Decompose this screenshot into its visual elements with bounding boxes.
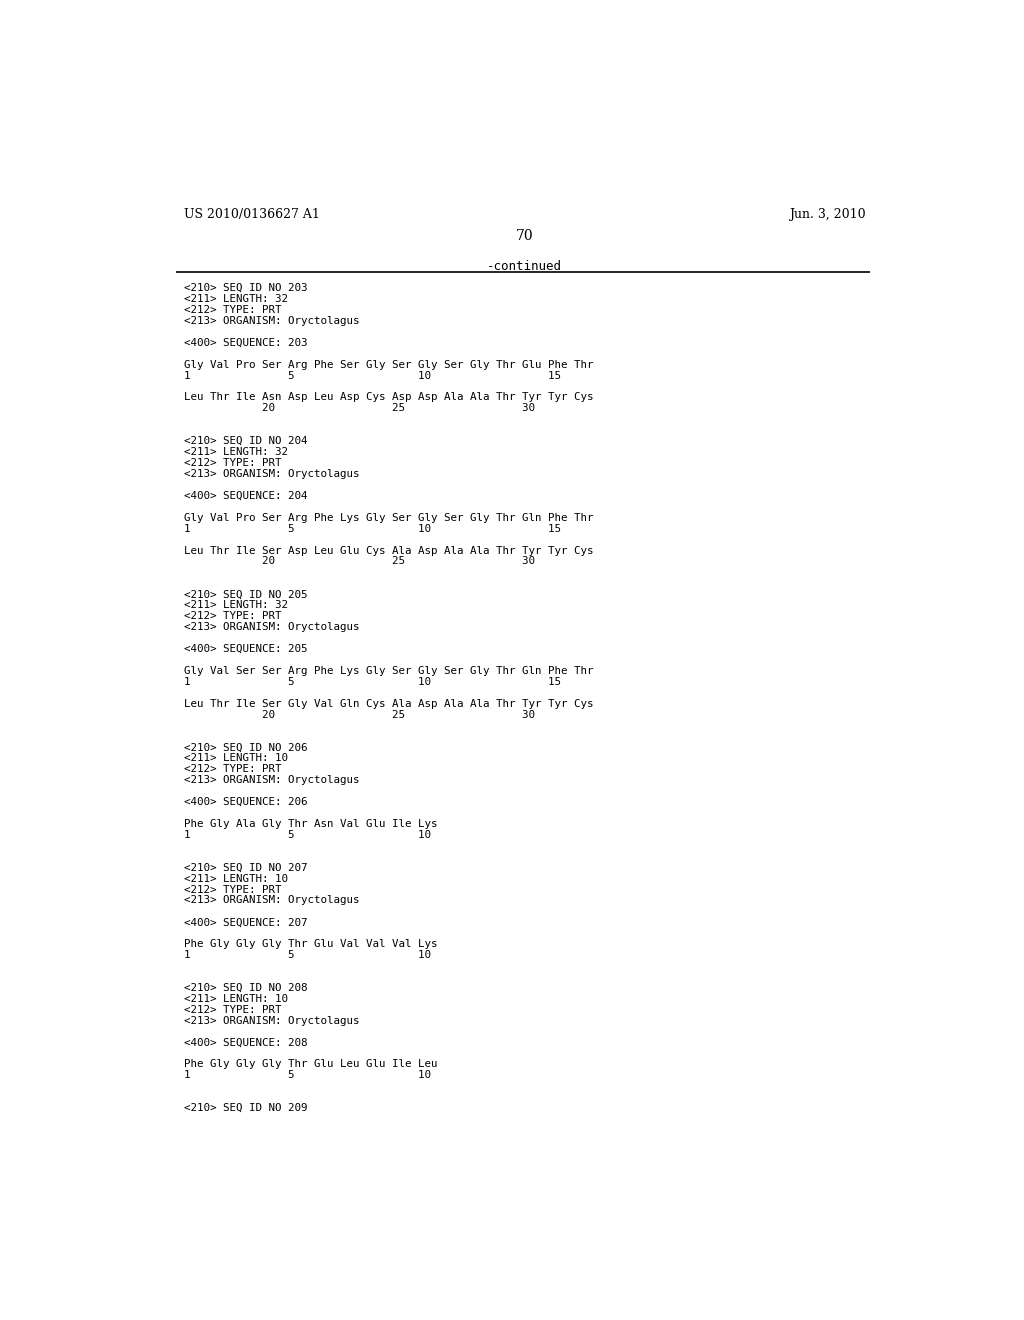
Text: <213> ORGANISM: Oryctolagus: <213> ORGANISM: Oryctolagus	[183, 1015, 359, 1026]
Text: 20                  25                  30: 20 25 30	[183, 710, 535, 719]
Text: <210> SEQ ID NO 207: <210> SEQ ID NO 207	[183, 863, 307, 873]
Text: <212> TYPE: PRT: <212> TYPE: PRT	[183, 458, 282, 469]
Text: Leu Thr Ile Ser Asp Leu Glu Cys Ala Asp Ala Ala Thr Tyr Tyr Cys: Leu Thr Ile Ser Asp Leu Glu Cys Ala Asp …	[183, 545, 593, 556]
Text: <210> SEQ ID NO 204: <210> SEQ ID NO 204	[183, 436, 307, 446]
Text: <213> ORGANISM: Oryctolagus: <213> ORGANISM: Oryctolagus	[183, 895, 359, 906]
Text: Phe Gly Gly Gly Thr Glu Val Val Val Lys: Phe Gly Gly Gly Thr Glu Val Val Val Lys	[183, 940, 437, 949]
Text: Gly Val Ser Ser Arg Phe Lys Gly Ser Gly Ser Gly Thr Gln Phe Thr: Gly Val Ser Ser Arg Phe Lys Gly Ser Gly …	[183, 665, 593, 676]
Text: <210> SEQ ID NO 208: <210> SEQ ID NO 208	[183, 983, 307, 993]
Text: <212> TYPE: PRT: <212> TYPE: PRT	[183, 764, 282, 775]
Text: <400> SEQUENCE: 204: <400> SEQUENCE: 204	[183, 491, 307, 500]
Text: 1               5                   10                  15: 1 5 10 15	[183, 524, 561, 533]
Text: <400> SEQUENCE: 203: <400> SEQUENCE: 203	[183, 338, 307, 347]
Text: Jun. 3, 2010: Jun. 3, 2010	[790, 209, 866, 222]
Text: Phe Gly Gly Gly Thr Glu Leu Glu Ile Leu: Phe Gly Gly Gly Thr Glu Leu Glu Ile Leu	[183, 1060, 437, 1069]
Text: <211> LENGTH: 10: <211> LENGTH: 10	[183, 874, 288, 883]
Text: 20                  25                  30: 20 25 30	[183, 557, 535, 566]
Text: 20                  25                  30: 20 25 30	[183, 404, 535, 413]
Text: <213> ORGANISM: Oryctolagus: <213> ORGANISM: Oryctolagus	[183, 315, 359, 326]
Text: <211> LENGTH: 32: <211> LENGTH: 32	[183, 447, 288, 457]
Text: <212> TYPE: PRT: <212> TYPE: PRT	[183, 611, 282, 622]
Text: <213> ORGANISM: Oryctolagus: <213> ORGANISM: Oryctolagus	[183, 622, 359, 632]
Text: <211> LENGTH: 32: <211> LENGTH: 32	[183, 294, 288, 304]
Text: <400> SEQUENCE: 205: <400> SEQUENCE: 205	[183, 644, 307, 653]
Text: 1               5                   10: 1 5 10	[183, 950, 431, 960]
Text: Gly Val Pro Ser Arg Phe Lys Gly Ser Gly Ser Gly Thr Gln Phe Thr: Gly Val Pro Ser Arg Phe Lys Gly Ser Gly …	[183, 512, 593, 523]
Text: <210> SEQ ID NO 209: <210> SEQ ID NO 209	[183, 1104, 307, 1113]
Text: <213> ORGANISM: Oryctolagus: <213> ORGANISM: Oryctolagus	[183, 469, 359, 479]
Text: Leu Thr Ile Asn Asp Leu Asp Cys Asp Asp Ala Ala Thr Tyr Tyr Cys: Leu Thr Ile Asn Asp Leu Asp Cys Asp Asp …	[183, 392, 593, 403]
Text: <210> SEQ ID NO 205: <210> SEQ ID NO 205	[183, 589, 307, 599]
Text: US 2010/0136627 A1: US 2010/0136627 A1	[183, 209, 319, 222]
Text: 70: 70	[516, 230, 534, 243]
Text: -continued: -continued	[487, 260, 562, 273]
Text: <400> SEQUENCE: 206: <400> SEQUENCE: 206	[183, 797, 307, 807]
Text: 1               5                   10: 1 5 10	[183, 1071, 431, 1080]
Text: <212> TYPE: PRT: <212> TYPE: PRT	[183, 305, 282, 315]
Text: <400> SEQUENCE: 207: <400> SEQUENCE: 207	[183, 917, 307, 928]
Text: <211> LENGTH: 10: <211> LENGTH: 10	[183, 754, 288, 763]
Text: <400> SEQUENCE: 208: <400> SEQUENCE: 208	[183, 1038, 307, 1048]
Text: Gly Val Pro Ser Arg Phe Ser Gly Ser Gly Ser Gly Thr Glu Phe Thr: Gly Val Pro Ser Arg Phe Ser Gly Ser Gly …	[183, 359, 593, 370]
Text: Phe Gly Ala Gly Thr Asn Val Glu Ile Lys: Phe Gly Ala Gly Thr Asn Val Glu Ile Lys	[183, 818, 437, 829]
Text: 1               5                   10                  15: 1 5 10 15	[183, 677, 561, 686]
Text: Leu Thr Ile Ser Gly Val Gln Cys Ala Asp Ala Ala Thr Tyr Tyr Cys: Leu Thr Ile Ser Gly Val Gln Cys Ala Asp …	[183, 698, 593, 709]
Text: <210> SEQ ID NO 203: <210> SEQ ID NO 203	[183, 284, 307, 293]
Text: <212> TYPE: PRT: <212> TYPE: PRT	[183, 884, 282, 895]
Text: 1               5                   10                  15: 1 5 10 15	[183, 371, 561, 380]
Text: <213> ORGANISM: Oryctolagus: <213> ORGANISM: Oryctolagus	[183, 775, 359, 785]
Text: <211> LENGTH: 32: <211> LENGTH: 32	[183, 601, 288, 610]
Text: <210> SEQ ID NO 206: <210> SEQ ID NO 206	[183, 742, 307, 752]
Text: 1               5                   10: 1 5 10	[183, 830, 431, 840]
Text: <211> LENGTH: 10: <211> LENGTH: 10	[183, 994, 288, 1003]
Text: <212> TYPE: PRT: <212> TYPE: PRT	[183, 1005, 282, 1015]
